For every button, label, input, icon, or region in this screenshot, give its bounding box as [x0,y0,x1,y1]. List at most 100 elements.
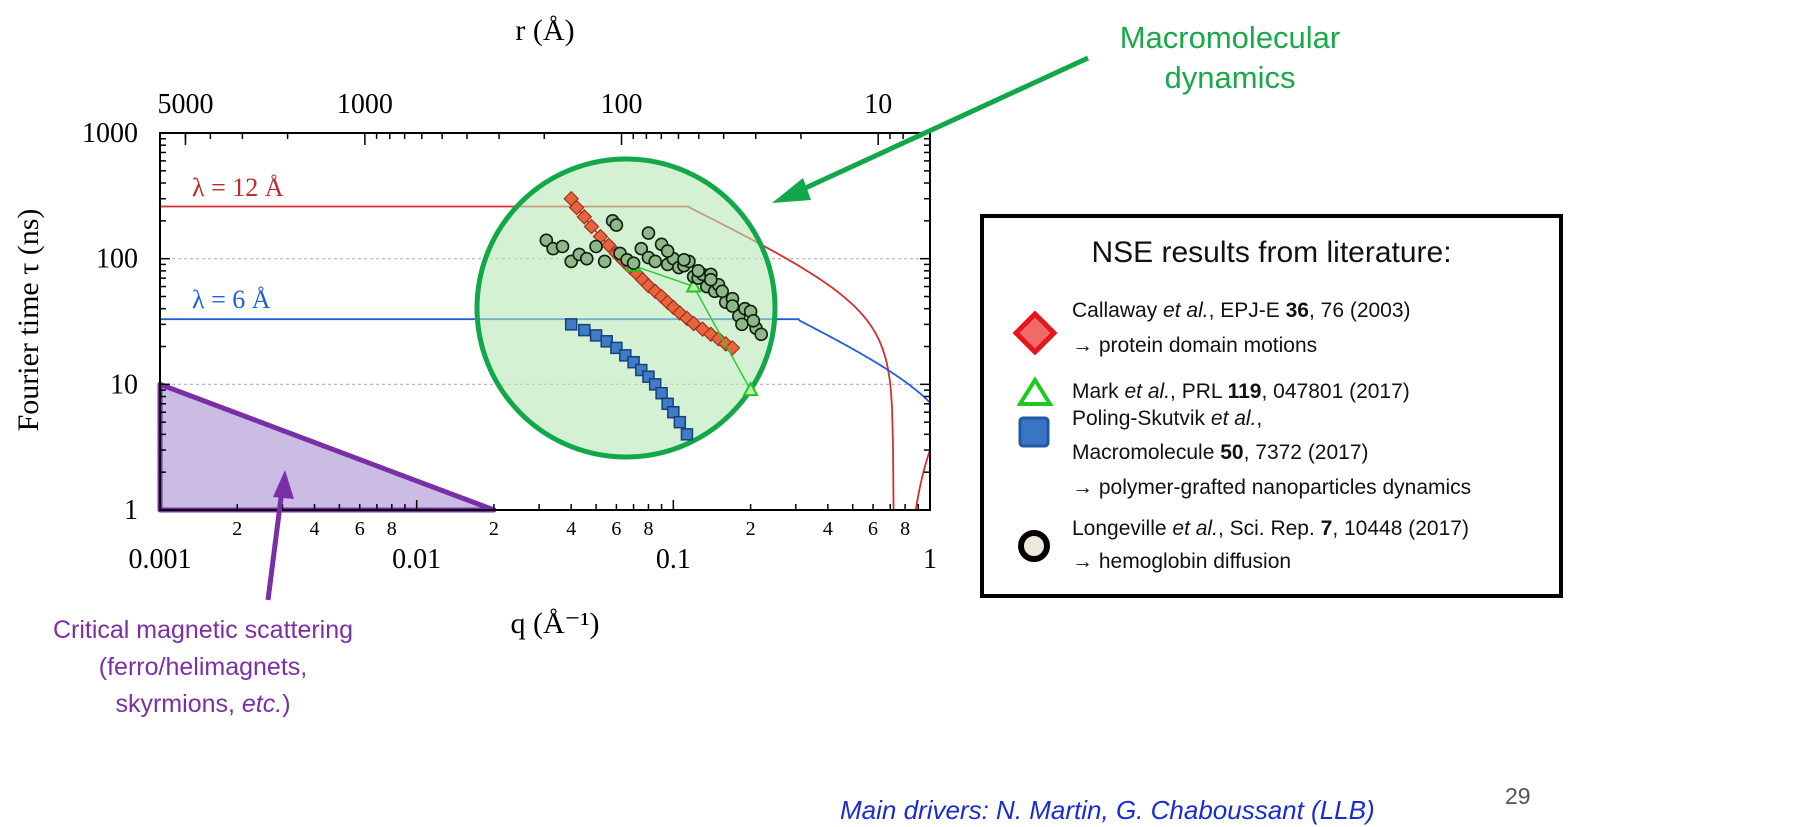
square-point [642,370,655,383]
y-tick-label: 1 [124,495,138,526]
x2-tick-label: 5000 [157,89,213,120]
y-tick-label: 1000 [82,118,138,149]
legend-circle-icon [1018,530,1050,562]
critical-line-2: (ferro/helimagnets, [98,653,308,681]
circle-point [597,254,612,269]
circle-point [735,317,749,332]
axis-ticks [159,133,931,511]
legend-title: NSE results from literature: [1091,236,1452,269]
page-number: 29 [1505,783,1531,809]
square-point [655,386,668,400]
y-axis-label: Fourier time τ (ns) [12,209,45,432]
circle-point [715,284,729,299]
x-tick-label: 0.1 [656,544,691,575]
x-minor-tick-label: 6 [611,518,621,540]
circle-point [555,239,570,254]
critical-line-1: Critical magnetic scattering [52,616,354,644]
circle-point [626,256,641,271]
x-tick-label: 0.01 [392,544,441,575]
critical-line-3-close: ) [282,690,291,718]
y-tick-label: 100 [96,244,138,275]
diamond-point [576,209,593,225]
square-point [667,405,680,419]
top-axis-label: r (Å) [515,14,574,47]
x-axis-label: q (Å⁻¹) [511,607,600,640]
circle-point [704,272,718,287]
critical-line-3-italic: etc. [241,690,283,718]
macromolecular-annotation: Macromolecular dynamics [1060,18,1400,98]
x2-tick-label: 1000 [337,89,393,120]
series-square [564,318,694,441]
square-point [564,318,578,331]
square-point [673,415,687,429]
legend-entry-longeville-sub: → hemoglobin diffusion [1072,550,1292,573]
legend-entry-mark: Mark et al., PRL 119, 047801 (2017) [1072,380,1410,403]
square-point [619,349,632,362]
diamond-point [583,218,600,235]
critical-arrow-line [265,489,285,601]
square-point [589,329,603,342]
x-minor-tick-label: 2 [746,518,756,540]
x-tick-label: 1 [923,544,937,575]
circle-point [660,244,675,258]
square-point [627,355,640,369]
legend-triangle-icon [1017,376,1053,406]
legend-square-icon [1018,416,1050,448]
square-point [635,363,648,377]
x2-tick-label: 100 [601,89,643,120]
circle-point [641,226,656,240]
legend-entry-longeville: Longeville et al., Sci. Rep. 7, 10448 (2… [1072,517,1469,540]
x-minor-tick-label: 8 [643,518,653,540]
circle-point [648,254,663,269]
x-minor-tick-label: 4 [310,518,320,540]
x-minor-tick-label: 2 [232,518,242,540]
circle-point [677,252,691,267]
triangle-point [742,380,759,397]
legend-box: NSE results from literature: Callaway et… [980,214,1563,598]
diamond-point [568,199,585,216]
x-minor-tick-label: 2 [489,518,499,540]
square-point [600,335,613,348]
legend-entry-callaway: Callaway et al., EPJ-E 36, 76 (2003) [1072,299,1411,322]
critical-line-3-text: skyrmions, [115,690,242,718]
series-circle [539,214,769,342]
data-series [539,190,769,441]
macro-line-2: dynamics [1164,60,1296,95]
legend-entry-poling: Poling-Skutvik et al., [1072,407,1263,430]
legend-entry-poling-sub: → polymer-grafted nanoparticles dynamics [1072,476,1472,499]
x-minor-tick-label: 6 [868,518,878,540]
x-minor-tick-label: 8 [900,518,910,540]
circle-point [691,264,706,278]
legend-diamond-icon [1013,311,1057,355]
critical-scattering-annotation: Critical magnetic scattering (ferro/heli… [8,612,398,723]
x-minor-tick-label: 8 [387,518,397,540]
x-minor-tick-label: 4 [566,518,576,540]
x-minor-tick-label: 4 [823,518,833,540]
triangle-point [685,277,702,293]
macro-arrow-line [786,55,1090,199]
square-point [610,341,623,355]
x2-tick-label: 10 [864,89,892,120]
critical-region-triangle [157,381,497,513]
macro-line-1: Macromolecular [1119,20,1341,55]
circle-point [579,251,594,266]
curve-lambda12-rise [914,449,930,510]
critical-arrow-head [273,470,294,499]
square-point [578,323,591,337]
footer-credits: Main drivers: N. Martin, G. Chaboussant … [840,795,1375,825]
y-tick-label: 10 [110,369,138,400]
circle-point [754,327,769,342]
critical-line-3: skyrmions, etc.) [8,686,398,723]
macro-arrow-head [772,178,811,203]
x-tick-label: 0.001 [129,544,192,575]
circle-point [634,241,649,256]
x-minor-tick-label: 6 [355,518,365,540]
lambda-12-label: λ = 12 Å [192,173,284,202]
lambda-6-label: λ = 6 Å [192,285,271,314]
circle-point [746,314,761,328]
critical-region [157,381,497,513]
diamond-point [600,237,617,254]
circle-point [725,299,740,313]
